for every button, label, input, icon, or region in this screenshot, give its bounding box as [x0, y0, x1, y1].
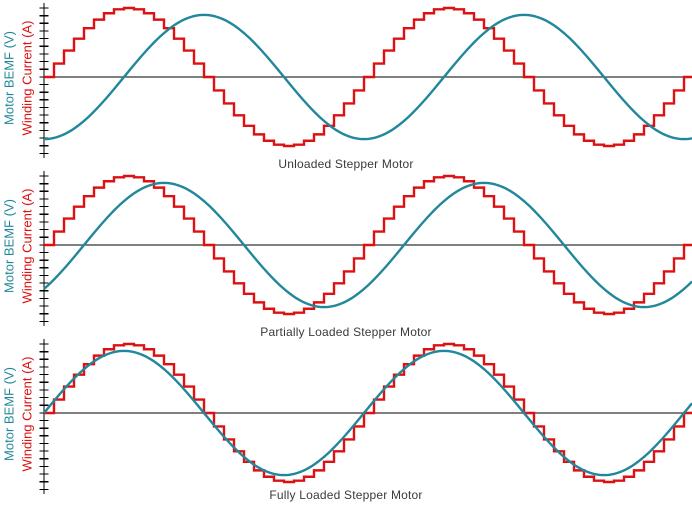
waveform-plot-partially-loaded: Motor BEMF (V) Winding Current (A)	[2, 171, 692, 326]
winding-current-waveform	[44, 174, 692, 316]
y-axis-label-bemf: Motor BEMF (V)	[2, 367, 17, 461]
chart-unloaded-stepper-motor: Motor BEMF (V) Winding Current (A) Unloa…	[0, 0, 692, 171]
motor-bemf-waveform	[43, 13, 692, 141]
y-axis-label-bemf: Motor BEMF (V)	[2, 31, 17, 125]
chart-caption: Partially Loaded Stepper Motor	[260, 325, 432, 339]
y-axis-label-bemf: Motor BEMF (V)	[2, 199, 17, 293]
winding-current-waveform	[44, 6, 692, 148]
motor-bemf-waveform	[43, 181, 692, 309]
motor-bemf-waveform	[43, 349, 692, 477]
chart-fully-loaded-stepper-motor: Motor BEMF (V) Winding Current (A) Fully…	[0, 336, 692, 506]
y-axis-label-current: Winding Current (A)	[20, 357, 35, 472]
chart-partially-loaded-stepper-motor: Motor BEMF (V) Winding Current (A) Parti…	[0, 168, 692, 339]
y-axis-label-current: Winding Current (A)	[20, 189, 35, 304]
y-axis-label-current: Winding Current (A)	[20, 21, 35, 136]
chart-caption: Fully Loaded Stepper Motor	[269, 488, 423, 502]
waveform-plot-unloaded: Motor BEMF (V) Winding Current (A)	[2, 3, 692, 158]
waveform-plot-fully-loaded: Motor BEMF (V) Winding Current (A)	[2, 339, 692, 494]
chart-caption: Unloaded Stepper Motor	[278, 157, 414, 171]
